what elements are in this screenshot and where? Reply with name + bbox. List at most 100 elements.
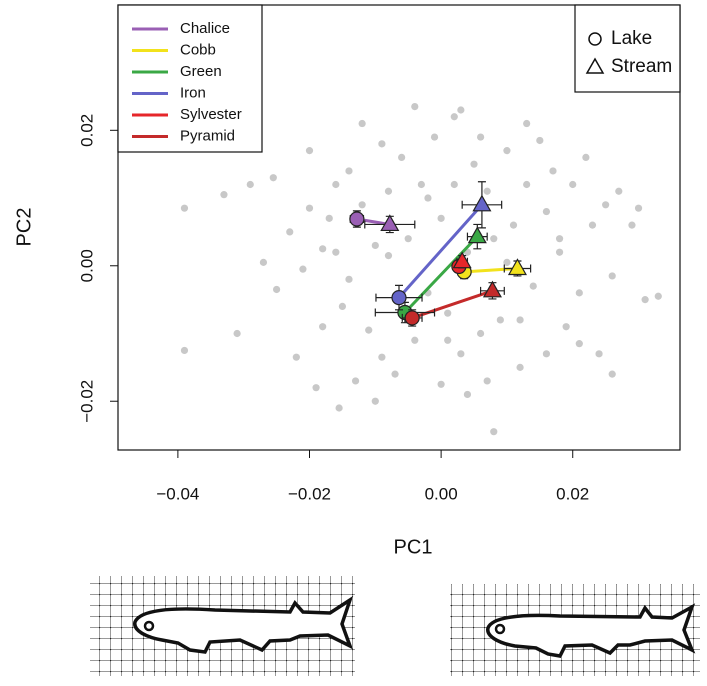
background-point bbox=[292, 353, 300, 361]
legend-label: Cobb bbox=[180, 41, 216, 58]
background-point bbox=[319, 323, 327, 331]
background-point bbox=[555, 248, 564, 256]
background-point bbox=[634, 204, 643, 212]
background-point bbox=[602, 201, 610, 209]
legend-label: Pyramid bbox=[180, 127, 235, 144]
background-point bbox=[378, 353, 386, 361]
legend-label: Chalice bbox=[180, 20, 230, 37]
shape-legend-label: Stream bbox=[611, 56, 672, 77]
background-point bbox=[523, 180, 531, 189]
background-point bbox=[305, 147, 314, 155]
y-tick-label: 0.00 bbox=[77, 249, 96, 282]
background-point bbox=[269, 174, 277, 182]
background-point bbox=[180, 204, 189, 212]
background-point bbox=[444, 309, 452, 317]
background-point bbox=[220, 191, 228, 199]
background-point bbox=[345, 275, 353, 283]
background-point bbox=[562, 323, 570, 331]
stream-point bbox=[452, 251, 472, 269]
background-point bbox=[299, 265, 307, 273]
background-point bbox=[319, 245, 327, 253]
background-point bbox=[529, 282, 537, 290]
pair-line bbox=[397, 203, 484, 299]
shape-legend-symbol bbox=[588, 32, 602, 46]
background-point bbox=[437, 214, 445, 222]
background-point bbox=[615, 187, 623, 195]
background-point bbox=[523, 119, 531, 128]
background-point bbox=[503, 258, 511, 266]
lake-point bbox=[404, 310, 420, 326]
legend-label: Iron bbox=[180, 84, 206, 101]
x-tick-label: 0.00 bbox=[425, 484, 458, 503]
background-point bbox=[477, 133, 485, 141]
background-point bbox=[536, 136, 544, 145]
x-axis-label: PC1 bbox=[394, 536, 433, 558]
background-point bbox=[358, 201, 366, 209]
background-point bbox=[516, 316, 524, 324]
background-point bbox=[305, 204, 314, 212]
background-point bbox=[516, 363, 524, 371]
background-point bbox=[483, 187, 491, 195]
background-point bbox=[496, 316, 504, 324]
background-point bbox=[259, 258, 268, 266]
lake-point bbox=[349, 211, 365, 227]
background-point bbox=[404, 235, 412, 243]
background-point bbox=[555, 235, 564, 243]
legend-label: Sylvester bbox=[180, 106, 242, 123]
background-point bbox=[417, 180, 425, 189]
background-point bbox=[345, 167, 353, 175]
background-point bbox=[608, 272, 616, 280]
stream-point bbox=[467, 226, 487, 244]
background-point bbox=[332, 248, 340, 256]
shape-legend-label: Lake bbox=[611, 28, 652, 49]
background-point bbox=[628, 221, 636, 229]
background-point bbox=[608, 370, 616, 378]
shape-legend-symbol bbox=[585, 57, 605, 74]
background-point bbox=[286, 228, 294, 236]
stream-point bbox=[380, 214, 400, 232]
background-point bbox=[437, 380, 445, 388]
background-point bbox=[542, 207, 551, 216]
background-point bbox=[549, 167, 557, 175]
background-point bbox=[312, 384, 320, 392]
background-point bbox=[477, 329, 485, 338]
x-tick-label: 0.02 bbox=[556, 484, 589, 503]
background-point bbox=[325, 214, 333, 222]
stream-point bbox=[482, 280, 502, 298]
background-point bbox=[411, 102, 419, 111]
background-point bbox=[490, 235, 498, 243]
background-point bbox=[503, 147, 511, 155]
background-point bbox=[391, 370, 399, 378]
background-point bbox=[384, 187, 393, 195]
stream-point bbox=[507, 258, 527, 276]
background-point bbox=[351, 377, 360, 385]
x-tick-label: −0.04 bbox=[156, 484, 199, 503]
background-point bbox=[335, 404, 343, 412]
background-point bbox=[424, 194, 432, 202]
background-point bbox=[641, 296, 649, 304]
background-point bbox=[398, 153, 406, 161]
background-point bbox=[358, 119, 366, 128]
background-point bbox=[463, 390, 472, 399]
background-point bbox=[444, 336, 452, 344]
background-point bbox=[450, 113, 458, 121]
background-point bbox=[378, 140, 386, 148]
lake-point bbox=[391, 290, 407, 306]
background-point bbox=[384, 252, 393, 260]
background-point bbox=[509, 221, 518, 229]
background-point bbox=[338, 302, 347, 311]
pair-line bbox=[403, 235, 479, 314]
shape-legend-box bbox=[574, 4, 681, 93]
background-point bbox=[575, 289, 583, 297]
y-axis-label: PC2 bbox=[13, 208, 35, 247]
background-point bbox=[490, 428, 498, 436]
background-point bbox=[457, 350, 465, 358]
background-point bbox=[371, 397, 379, 405]
legend-label: Green bbox=[180, 63, 222, 80]
background-point bbox=[332, 180, 340, 189]
background-point bbox=[483, 377, 491, 385]
background-point bbox=[582, 153, 590, 161]
background-point bbox=[588, 221, 597, 229]
background-point bbox=[371, 241, 379, 250]
